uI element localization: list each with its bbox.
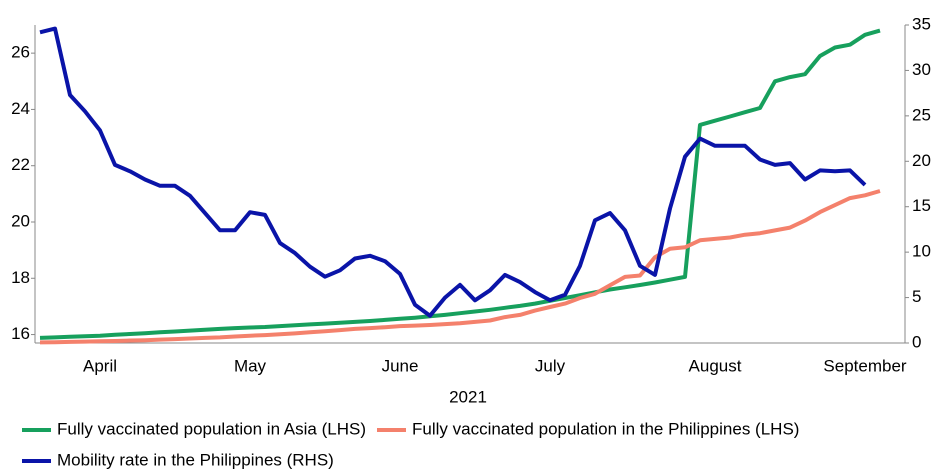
y2-tick-label: 5 (912, 287, 921, 306)
y2-tick-label: 10 (912, 242, 931, 261)
x-tick-label: July (535, 356, 566, 375)
x-axis-title: 2021 (449, 387, 487, 406)
x-tick-label: August (689, 356, 742, 375)
y2-tick-label: 0 (912, 332, 921, 351)
legend-label: Fully vaccinated population in Asia (LHS… (57, 419, 366, 438)
legend-label: Fully vaccinated population in the Phili… (412, 419, 799, 438)
y2-tick-label: 20 (912, 151, 931, 170)
series-line (39, 26, 867, 318)
legend-label: Mobility rate in the Philippines (RHS) (57, 450, 334, 469)
y-tick-label: 26 (11, 43, 30, 62)
series-line (39, 28, 881, 340)
y-tick-label: 16 (11, 324, 30, 343)
y-tick-label: 20 (11, 211, 30, 230)
y2-tick-label: 30 (912, 60, 931, 79)
y-tick-label: 24 (11, 99, 30, 118)
x-tick-label: September (823, 356, 906, 375)
y2-tick-label: 15 (912, 196, 931, 215)
y-tick-label: 18 (11, 268, 30, 287)
y-tick-label: 22 (11, 155, 30, 174)
series-line (39, 189, 881, 345)
y2-tick-label: 25 (912, 105, 931, 124)
y2-tick-label: 35 (912, 14, 931, 33)
x-tick-label: May (234, 356, 267, 375)
x-tick-label: June (382, 356, 419, 375)
x-tick-label: April (83, 356, 117, 375)
